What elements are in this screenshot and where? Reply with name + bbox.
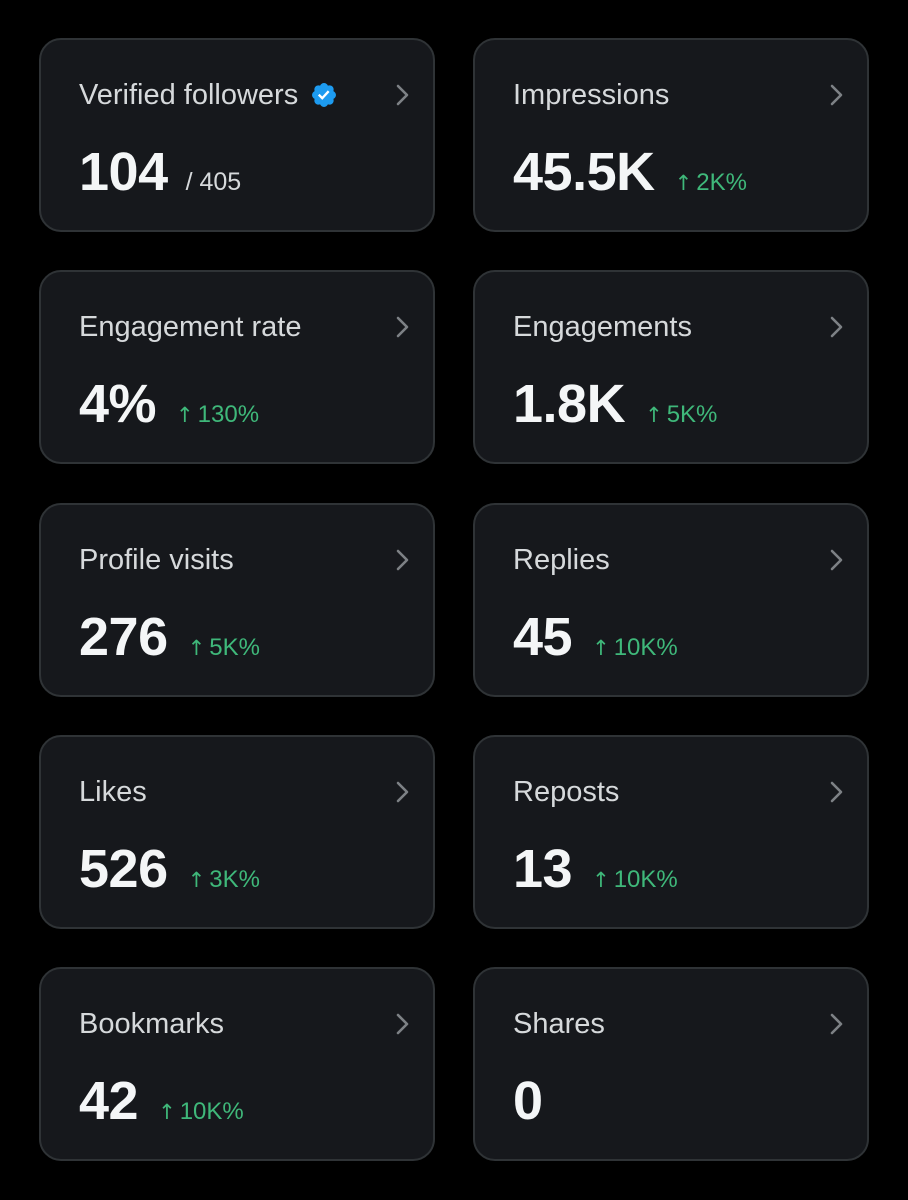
arrow-up-icon: ↑ [592, 868, 610, 892]
reposts-card[interactable]: Reposts 13 ↑ 10K% [473, 735, 869, 929]
metric-value-row: 13 ↑ 10K% [513, 837, 678, 901]
metric-value-row: 42 ↑ 10K% [79, 1069, 244, 1133]
card-title: Reposts [513, 776, 620, 808]
chevron-right-icon [830, 316, 843, 338]
arrow-up-icon: ↑ [187, 636, 206, 660]
metric-value: 104 [79, 142, 168, 202]
metric-value-row: 526 ↑ 3K% [79, 837, 260, 901]
chevron-right-icon [396, 84, 409, 106]
card-title: Replies [513, 544, 610, 576]
arrow-up-icon: ↑ [187, 868, 206, 892]
metric-value: 1.8K [513, 374, 626, 434]
chevron-right-icon [830, 84, 843, 106]
metric-value-row: 1.8K ↑ 5K% [513, 372, 717, 436]
metric-value: 0 [513, 1071, 543, 1131]
metric-value: 13 [513, 839, 573, 899]
replies-card[interactable]: Replies 45 ↑ 10K% [473, 503, 869, 697]
card-title: Engagements [513, 311, 692, 343]
verified-followers-card[interactable]: Verified followers 104 / 405 [39, 38, 435, 232]
arrow-up-icon: ↑ [674, 171, 693, 195]
arrow-up-icon: ↑ [176, 403, 194, 427]
card-title: Profile visits [79, 544, 234, 576]
bookmarks-card[interactable]: Bookmarks 42 ↑ 10K% [39, 967, 435, 1161]
card-title: Verified followers [79, 78, 338, 112]
metric-value-row: 4% ↑ 130% [79, 372, 259, 436]
card-title: Impressions [513, 79, 670, 111]
chevron-right-icon [830, 549, 843, 571]
chevron-right-icon [830, 781, 843, 803]
metric-change: ↑ 2K% [675, 169, 747, 197]
metric-value-row: 104 / 405 [79, 140, 241, 204]
metric-change: ↑ 10K% [592, 634, 678, 662]
metric-change-value: 10K% [613, 634, 678, 661]
arrow-up-icon: ↑ [645, 403, 663, 427]
metric-change: ↑ 3K% [188, 866, 260, 894]
chevron-right-icon [396, 549, 409, 571]
shares-card[interactable]: Shares 0 [473, 967, 869, 1161]
metric-value-row: 276 ↑ 5K% [79, 605, 260, 669]
verified-badge-icon [310, 81, 338, 109]
likes-card[interactable]: Likes 526 ↑ 3K% [39, 735, 435, 929]
profile-visits-card[interactable]: Profile visits 276 ↑ 5K% [39, 503, 435, 697]
metric-change-value: 3K% [209, 866, 260, 893]
engagements-card[interactable]: Engagements 1.8K ↑ 5K% [473, 270, 869, 464]
metric-change: ↑ 130% [176, 401, 259, 429]
metric-value: 45 [513, 607, 573, 667]
metric-value-row: 0 [513, 1069, 543, 1133]
card-title: Shares [513, 1008, 605, 1040]
chevron-right-icon [830, 1013, 843, 1035]
metric-change-value: 5K% [666, 401, 718, 428]
arrow-up-icon: ↑ [158, 1100, 176, 1124]
metric-value: 276 [79, 607, 168, 667]
metric-change-value: 130% [197, 401, 260, 428]
arrow-up-icon: ↑ [592, 636, 610, 660]
metric-value: 4% [79, 374, 157, 434]
metric-change-value: 2K% [696, 169, 747, 196]
chevron-right-icon [396, 781, 409, 803]
chevron-right-icon [396, 316, 409, 338]
metric-change-value: 5K% [209, 634, 260, 661]
metric-change-value: 10K% [179, 1098, 244, 1125]
metric-value-row: 45 ↑ 10K% [513, 605, 678, 669]
card-title: Engagement rate [79, 311, 302, 343]
card-title: Likes [79, 776, 147, 808]
metric-change: ↑ 10K% [158, 1098, 244, 1126]
metric-value-row: 45.5K ↑ 2K% [513, 140, 747, 204]
chevron-right-icon [396, 1013, 409, 1035]
card-title: Bookmarks [79, 1008, 225, 1040]
impressions-card[interactable]: Impressions 45.5K ↑ 2K% [473, 38, 869, 232]
metric-value: 42 [79, 1071, 139, 1131]
metric-value: 526 [79, 839, 168, 899]
metric-change: ↑ 10K% [592, 866, 678, 894]
metric-change: ↑ 5K% [188, 634, 260, 662]
card-title-label: Verified followers [79, 79, 299, 111]
metric-value: 45.5K [513, 142, 655, 202]
engagement-rate-card[interactable]: Engagement rate 4% ↑ 130% [39, 270, 435, 464]
metric-change-value: 10K% [613, 866, 678, 893]
metric-change: ↑ 5K% [645, 401, 717, 429]
metric-total: / 405 [185, 168, 242, 196]
